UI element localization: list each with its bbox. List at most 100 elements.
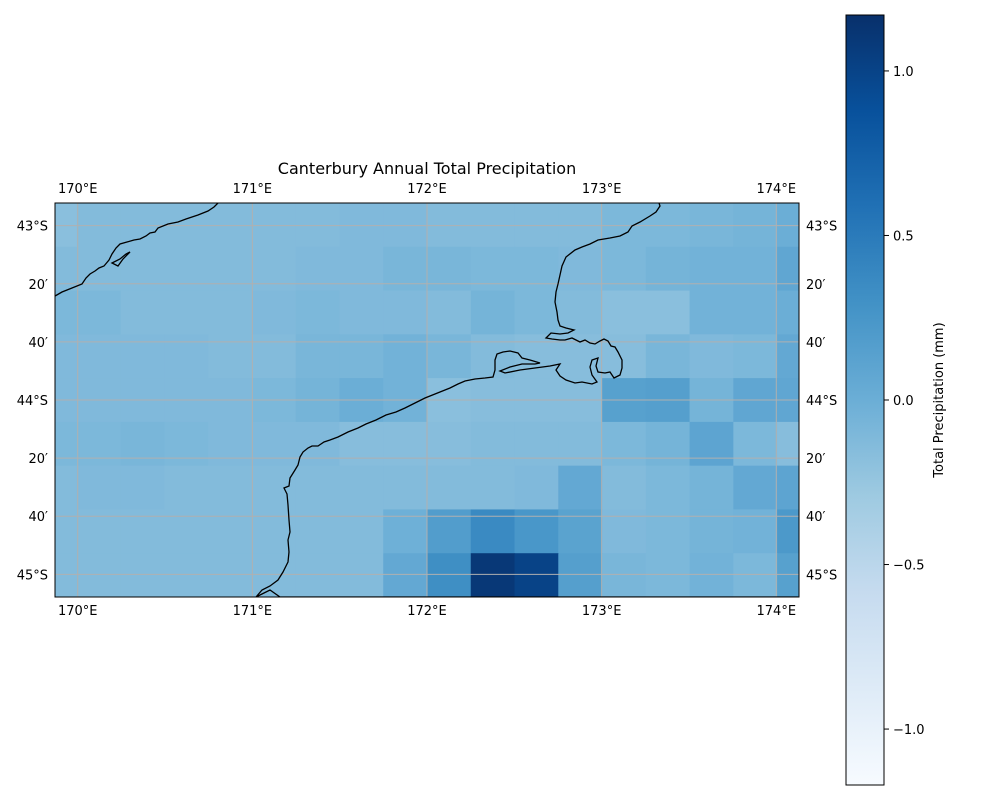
precipitation-cell — [558, 509, 603, 554]
lat-tick-label: 40′ — [806, 336, 826, 351]
precipitation-cell — [208, 290, 253, 335]
colorbar-tick-label: 0.5 — [893, 229, 914, 244]
precipitation-cell — [689, 509, 734, 554]
lat-tick-label: 44°S — [17, 394, 48, 409]
precipitation-cell — [55, 246, 78, 292]
colorbar-tick-label: −1.0 — [893, 723, 925, 738]
precipitation-cell — [733, 465, 778, 511]
precipitation-cell — [76, 334, 122, 379]
colorbar-tick-label: 0.0 — [893, 394, 914, 409]
precipitation-cell — [777, 334, 799, 379]
precipitation-cell — [514, 553, 559, 597]
lon-tick-label: 173°E — [582, 604, 622, 619]
precipitation-cell — [383, 290, 428, 335]
precipitation-cell — [645, 465, 691, 511]
precipitation-cell — [120, 509, 166, 554]
precipitation-cell — [602, 465, 647, 511]
lon-tick-label: 174°E — [757, 182, 797, 197]
precipitation-cell — [251, 246, 297, 292]
colorbar-ticks: 1.0 0.5 0.0 −0.5 −1.0 — [884, 65, 925, 738]
precipitation-cell — [777, 465, 799, 511]
precipitation-cell — [645, 421, 691, 467]
precipitation-cell — [383, 334, 428, 379]
precipitation-cell — [339, 246, 384, 292]
precipitation-cell — [295, 465, 341, 511]
precipitation-cell — [777, 290, 799, 335]
precipitation-cell — [208, 334, 253, 379]
precipitation-cell — [470, 421, 516, 467]
lat-ticks-left: 43°S 20′ 40′ 44°S 20′ 40′ 45°S — [17, 220, 48, 584]
lon-tick-label: 170°E — [58, 182, 98, 197]
map-frame — [54, 202, 800, 598]
lon-tick-label: 171°E — [233, 604, 273, 619]
precipitation-cell — [514, 290, 559, 335]
precipitation-cell — [514, 421, 559, 467]
coastline-east — [255, 203, 798, 597]
precipitation-cell — [602, 509, 647, 554]
precipitation-cell — [164, 421, 209, 467]
lat-tick-label: 40′ — [806, 510, 826, 525]
precipitation-cell — [76, 509, 122, 554]
precipitation-cell — [251, 553, 297, 597]
precipitation-cell — [339, 509, 384, 554]
precipitation-cell — [208, 509, 253, 554]
precipitation-cell — [120, 290, 166, 335]
precipitation-cell — [470, 553, 516, 597]
precipitation-cell — [645, 509, 691, 554]
precipitation-cell — [55, 465, 78, 511]
precipitation-cell — [55, 421, 78, 467]
precipitation-cell — [733, 290, 778, 335]
precipitation-cell — [295, 553, 341, 597]
precipitation-cell — [76, 290, 122, 335]
precipitation-cell — [558, 246, 603, 292]
precipitation-cell — [514, 465, 559, 511]
precipitation-cell — [339, 290, 384, 335]
precipitation-cell — [558, 465, 603, 511]
lat-tick-label: 40′ — [29, 510, 49, 525]
precipitation-cell — [164, 465, 209, 511]
lon-tick-label: 174°E — [757, 604, 797, 619]
precipitation-cell — [689, 421, 734, 467]
precipitation-cell — [295, 421, 341, 467]
precipitation-cell — [470, 465, 516, 511]
precipitation-cell — [558, 421, 603, 467]
precipitation-cell — [733, 334, 778, 379]
lat-tick-label: 43°S — [806, 220, 837, 235]
precipitation-cell — [645, 290, 691, 335]
lon-tick-label: 172°E — [407, 604, 447, 619]
precipitation-cell — [76, 246, 122, 292]
precipitation-cell — [514, 246, 559, 292]
precipitation-cell — [427, 246, 472, 292]
precipitation-cell — [120, 553, 166, 597]
lat-tick-label: 20′ — [29, 452, 49, 467]
precipitation-cell — [120, 334, 166, 379]
lon-tick-label: 172°E — [407, 182, 447, 197]
gridlines — [55, 203, 799, 597]
precipitation-cell — [55, 509, 78, 554]
precipitation-cell — [76, 465, 122, 511]
precipitation-cell — [339, 553, 384, 597]
precipitation-cell — [339, 465, 384, 511]
coastline-mainland — [55, 203, 219, 297]
lat-tick-label: 40′ — [29, 336, 49, 351]
precipitation-cell — [383, 465, 428, 511]
precipitation-cell — [295, 334, 341, 379]
precipitation-cell — [689, 553, 734, 597]
colorbar — [846, 15, 884, 785]
precipitation-cell — [208, 421, 253, 467]
coastline-hook — [110, 251, 131, 267]
precipitation-cell — [733, 246, 778, 292]
precipitation-cell — [55, 334, 78, 379]
precipitation-cell — [689, 290, 734, 335]
precipitation-cell — [689, 246, 734, 292]
colorbar-tick-label: 1.0 — [893, 65, 914, 80]
lat-tick-label: 43°S — [17, 220, 48, 235]
precipitation-cell — [383, 421, 428, 467]
precipitation-cell — [689, 465, 734, 511]
precipitation-cell — [383, 553, 428, 597]
precipitation-cell — [645, 246, 691, 292]
precipitation-cell — [339, 334, 384, 379]
precipitation-cell — [164, 553, 209, 597]
